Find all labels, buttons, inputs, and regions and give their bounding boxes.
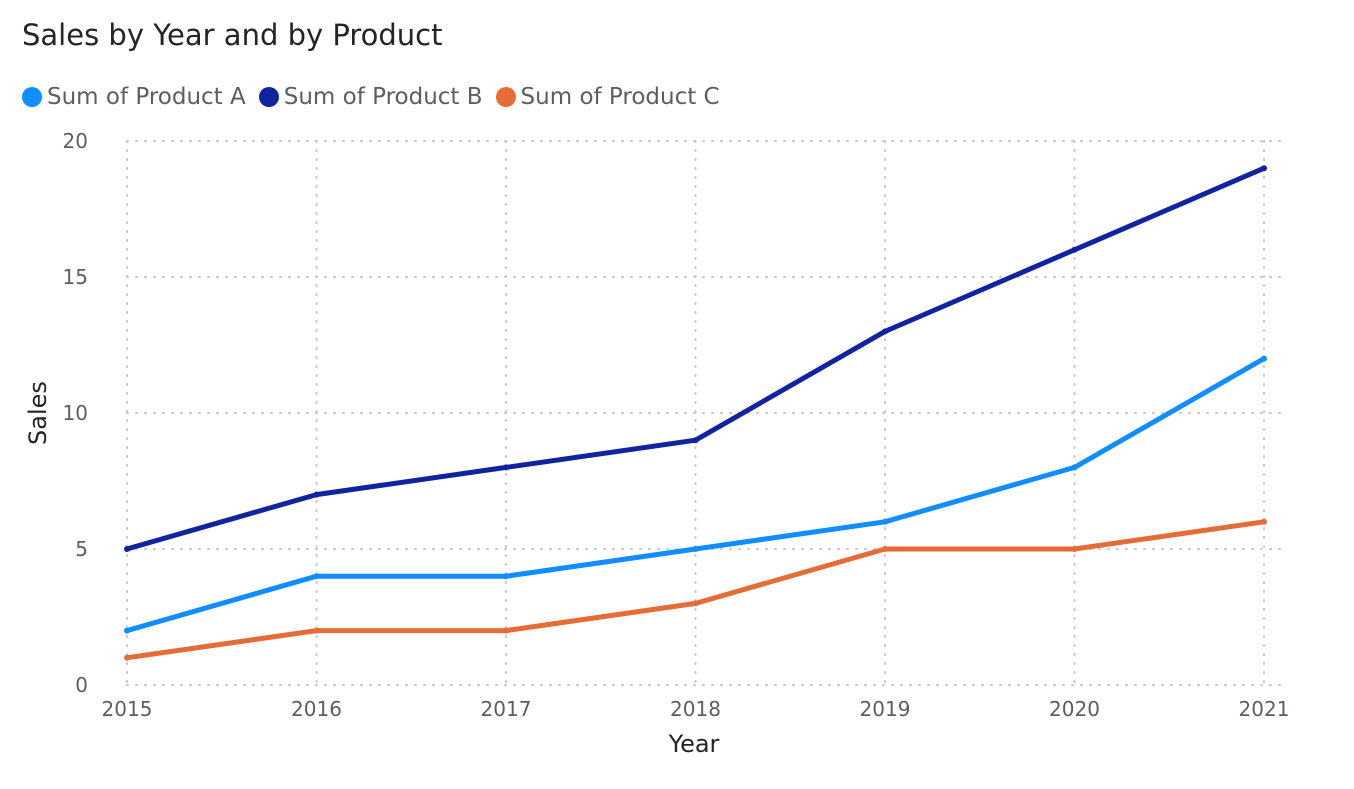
legend-item-series-0[interactable]: Sum of Product A — [22, 84, 246, 110]
x-tick-label-4: 2019 — [860, 697, 911, 721]
y-tick-label-0: 0 — [75, 673, 88, 697]
legend-item-series-1[interactable]: Sum of Product B — [258, 84, 483, 110]
data-point-series-2-3[interactable] — [692, 600, 699, 607]
legend-swatch-series-2 — [495, 87, 516, 107]
legend-swatch-series-0 — [22, 87, 42, 107]
legend-label-series-1: Sum of Product B — [283, 84, 483, 110]
y-tick-label-3: 15 — [63, 265, 88, 289]
chart-title: Sales by Year and by Product — [22, 18, 443, 52]
data-point-series-0-5[interactable] — [1071, 464, 1078, 471]
x-tick-label-1: 2016 — [291, 697, 342, 721]
data-point-series-1-4[interactable] — [882, 328, 888, 335]
x-axis-ticks: 2015 2016 2017 2018 2019 2020 2021 — [102, 697, 1290, 721]
legend-label-series-0: Sum of Product A — [47, 84, 246, 110]
data-point-series-1-3[interactable] — [692, 437, 699, 444]
x-tick-label-6: 2021 — [1239, 697, 1290, 721]
x-axis-title: Year — [668, 730, 720, 758]
data-point-series-0-4[interactable] — [882, 518, 888, 525]
chart-legend: Sum of Product A Sum of Product B Sum of… — [22, 82, 733, 112]
data-point-series-1-5[interactable] — [1071, 246, 1078, 253]
y-tick-label-2: 10 — [63, 401, 88, 425]
x-tick-label-0: 2015 — [102, 697, 153, 721]
series-lines — [124, 165, 1267, 661]
data-point-series-0-0[interactable] — [124, 627, 130, 634]
x-tick-label-2: 2017 — [481, 697, 532, 721]
y-axis-title: Sales — [24, 381, 52, 445]
data-point-series-0-6[interactable] — [1261, 355, 1267, 362]
gridlines — [126, 140, 1285, 686]
legend-label-series-2: Sum of Product C — [520, 84, 720, 110]
x-tick-label-3: 2018 — [670, 697, 721, 721]
data-point-series-0-1[interactable] — [313, 573, 320, 580]
data-point-series-0-3[interactable] — [692, 546, 699, 552]
data-point-series-2-0[interactable] — [124, 654, 130, 661]
data-point-series-1-2[interactable] — [503, 464, 509, 471]
data-point-series-0-2[interactable] — [503, 573, 509, 580]
data-point-series-2-6[interactable] — [1261, 518, 1267, 525]
data-point-series-1-0[interactable] — [124, 546, 130, 552]
data-point-series-1-6[interactable] — [1261, 165, 1267, 172]
data-point-series-2-1[interactable] — [313, 627, 320, 634]
x-tick-label-5: 2020 — [1049, 697, 1100, 721]
legend-item-series-2[interactable]: Sum of Product C — [495, 84, 720, 110]
y-tick-label-1: 5 — [75, 537, 88, 561]
y-axis-ticks: 0 5 10 15 20 — [63, 129, 88, 697]
y-tick-label-4: 20 — [63, 129, 88, 153]
data-point-series-2-5[interactable] — [1071, 546, 1078, 552]
data-point-series-2-2[interactable] — [503, 627, 509, 634]
data-point-series-2-4[interactable] — [882, 546, 888, 552]
legend-swatch-series-1 — [258, 87, 279, 107]
series-line-0[interactable] — [124, 356, 1267, 634]
data-point-series-1-1[interactable] — [313, 491, 320, 498]
